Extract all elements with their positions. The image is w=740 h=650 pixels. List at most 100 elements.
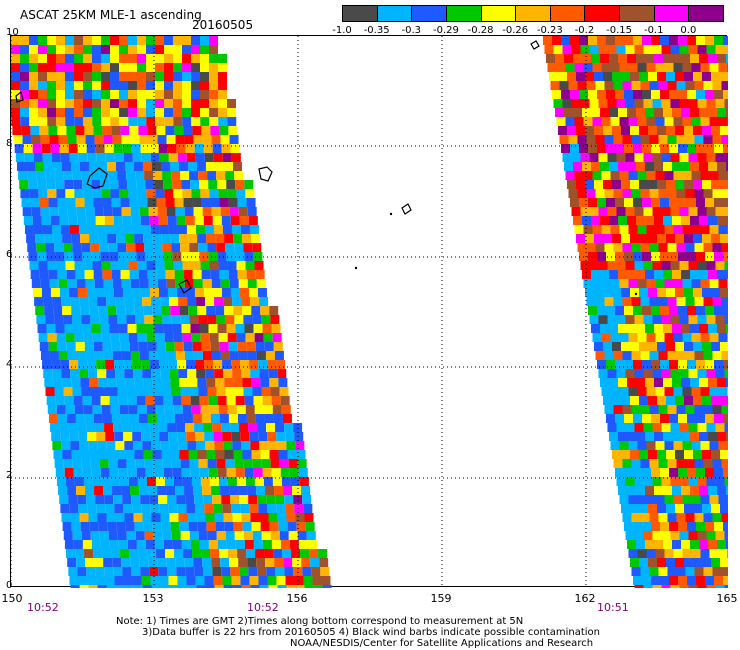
- wind-cell: [84, 126, 94, 135]
- wind-cell: [592, 171, 602, 180]
- wind-cell: [100, 252, 110, 261]
- wind-cell: [577, 189, 587, 198]
- wind-cell: [595, 297, 605, 306]
- wind-cell: [147, 270, 157, 279]
- wind-cell: [248, 567, 258, 576]
- wind-cell: [601, 225, 611, 234]
- wind-cell: [146, 261, 156, 270]
- wind-cell: [583, 171, 593, 180]
- wind-cell: [717, 324, 726, 333]
- wind-cell: [606, 36, 615, 45]
- wind-cell: [648, 126, 657, 135]
- wind-cell: [164, 261, 174, 270]
- wind-cell: [654, 324, 663, 333]
- wind-cell: [146, 117, 156, 126]
- wind-cell: [114, 153, 124, 162]
- wind-cell: [52, 297, 62, 306]
- wind-cell: [255, 342, 265, 351]
- wind-cell: [118, 468, 128, 477]
- wind-cell: [110, 99, 119, 108]
- wind-cell: [29, 189, 39, 198]
- wind-cell: [47, 45, 56, 54]
- wind-cell: [723, 90, 732, 99]
- wind-cell: [651, 90, 660, 99]
- wind-cell: [177, 225, 187, 234]
- wind-cell: [616, 153, 626, 162]
- wind-cell: [16, 162, 26, 171]
- wind-cell: [84, 414, 94, 423]
- wind-cell: [197, 450, 207, 459]
- wind-cell: [639, 234, 648, 243]
- wind-cell: [705, 198, 714, 207]
- wind-cell: [43, 162, 53, 171]
- wind-cell: [585, 180, 594, 189]
- wind-cell: [251, 522, 261, 531]
- wind-cell: [679, 369, 689, 378]
- wind-cell: [305, 522, 315, 531]
- wind-cell: [209, 108, 218, 117]
- wind-cell: [90, 171, 100, 180]
- colorbar-segment: [515, 5, 551, 22]
- wind-cell: [140, 495, 150, 504]
- wind-cell: [586, 135, 596, 144]
- wind-cell: [717, 54, 726, 63]
- wind-cell: [162, 531, 172, 540]
- wind-cell: [123, 360, 133, 369]
- wind-cell: [100, 540, 110, 549]
- wind-cell: [158, 216, 168, 225]
- wind-cell: [676, 513, 686, 522]
- wind-cell: [202, 558, 212, 567]
- wind-cell: [597, 198, 606, 207]
- wind-cell: [79, 585, 89, 594]
- wind-cell: [197, 234, 207, 243]
- wind-cell: [217, 396, 227, 405]
- wind-cell: [667, 81, 677, 90]
- wind-cell: [179, 450, 189, 459]
- wind-cell: [179, 306, 189, 315]
- wind-cell: [609, 216, 618, 225]
- wind-cell: [703, 513, 713, 522]
- wind-cell: [676, 189, 686, 198]
- note-line-2: 3)Data buffer is 22 hrs from 20160505 4)…: [142, 627, 600, 638]
- wind-cell: [243, 315, 253, 324]
- wind-cell: [263, 405, 273, 414]
- wind-cell: [565, 171, 575, 180]
- wind-cell: [670, 207, 680, 216]
- wind-cell: [296, 450, 306, 459]
- wind-cell: [618, 54, 627, 63]
- wind-cell: [711, 396, 720, 405]
- wind-cell: [654, 486, 663, 495]
- wind-cell: [47, 405, 57, 414]
- wind-cell: [613, 351, 623, 360]
- wind-cell: [69, 576, 79, 585]
- wind-cell: [609, 54, 618, 63]
- wind-cell: [44, 234, 54, 243]
- wind-cell: [625, 315, 635, 324]
- wind-cell: [247, 351, 257, 360]
- wind-cell: [267, 504, 277, 513]
- wind-cell: [628, 387, 638, 396]
- wind-cell: [70, 585, 80, 594]
- wind-cell: [195, 432, 205, 441]
- wind-cell: [81, 171, 91, 180]
- wind-cell: [565, 63, 575, 72]
- wind-cell: [191, 477, 201, 486]
- wind-cell: [212, 144, 222, 153]
- wind-cell: [146, 36, 155, 45]
- wind-cell: [182, 99, 191, 108]
- wind-cell: [273, 414, 283, 423]
- wind-cell: [726, 270, 735, 279]
- wind-cell: [616, 315, 626, 324]
- wind-cell: [48, 342, 58, 351]
- wind-cell: [583, 279, 593, 288]
- wind-cell: [137, 63, 146, 72]
- wind-cell: [133, 369, 143, 378]
- wind-cell: [247, 486, 257, 495]
- wind-cell: [155, 405, 165, 414]
- wind-cell: [191, 117, 201, 126]
- wind-cell: [89, 522, 99, 531]
- wind-cell: [40, 351, 50, 360]
- wind-cell: [167, 144, 177, 153]
- wind-cell: [714, 252, 723, 261]
- wind-cell: [208, 396, 218, 405]
